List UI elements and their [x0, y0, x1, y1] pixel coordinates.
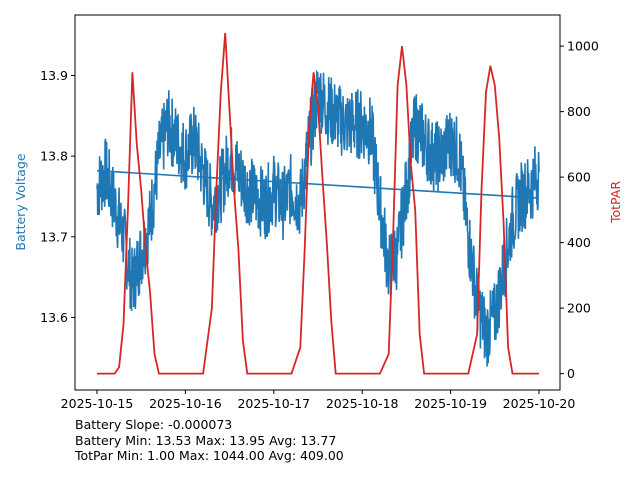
y-left-tick-label: 13.7 [40, 229, 68, 244]
x-tick-label: 2025-10-17 [237, 396, 310, 411]
x-tick-label: 2025-10-16 [149, 396, 222, 411]
y-right-tick-label: 0 [567, 366, 575, 381]
y-left-tick-label: 13.9 [40, 68, 68, 83]
y-right-tick-label: 200 [567, 301, 591, 316]
battery-voltage-line [96, 69, 540, 367]
summary-stats: Battery Slope: -0.000073 Battery Min: 13… [75, 417, 344, 464]
y-right-tick-label: 1000 [567, 39, 599, 54]
y-axis-right-label: TotPAR [608, 181, 623, 224]
x-tick-label: 2025-10-18 [326, 396, 399, 411]
y-axis-left-label: Battery Voltage [13, 153, 28, 250]
x-tick-label: 2025-10-15 [61, 396, 134, 411]
x-tick-label: 2025-10-20 [503, 396, 576, 411]
y-axis-left: 13.6 13.7 13.8 13.9 [40, 68, 75, 325]
x-tick-label: 2025-10-19 [414, 396, 487, 411]
battery-stats-text: Battery Min: 13.53 Max: 13.95 Avg: 13.77 [75, 432, 337, 448]
y-left-tick-label: 13.8 [40, 149, 68, 164]
y-right-tick-label: 800 [567, 104, 591, 119]
x-axis: 2025-10-15 2025-10-16 2025-10-17 2025-10-18… [61, 390, 576, 411]
y-axis-right: 0 200 400 600 800 1000 [560, 39, 599, 381]
y-right-tick-label: 600 [567, 170, 591, 185]
battery-trend-line [96, 169, 540, 199]
y-right-tick-label: 400 [567, 235, 591, 250]
battery-slope-text: Battery Slope: -0.000073 [75, 417, 233, 432]
totpar-stats-text: TotPar Min: 1.00 Max: 1044.00 Avg: 409.0… [75, 448, 344, 463]
plot-frame [74, 14, 561, 391]
y-left-tick-label: 13.6 [40, 310, 68, 325]
totpar-line [97, 32, 539, 375]
